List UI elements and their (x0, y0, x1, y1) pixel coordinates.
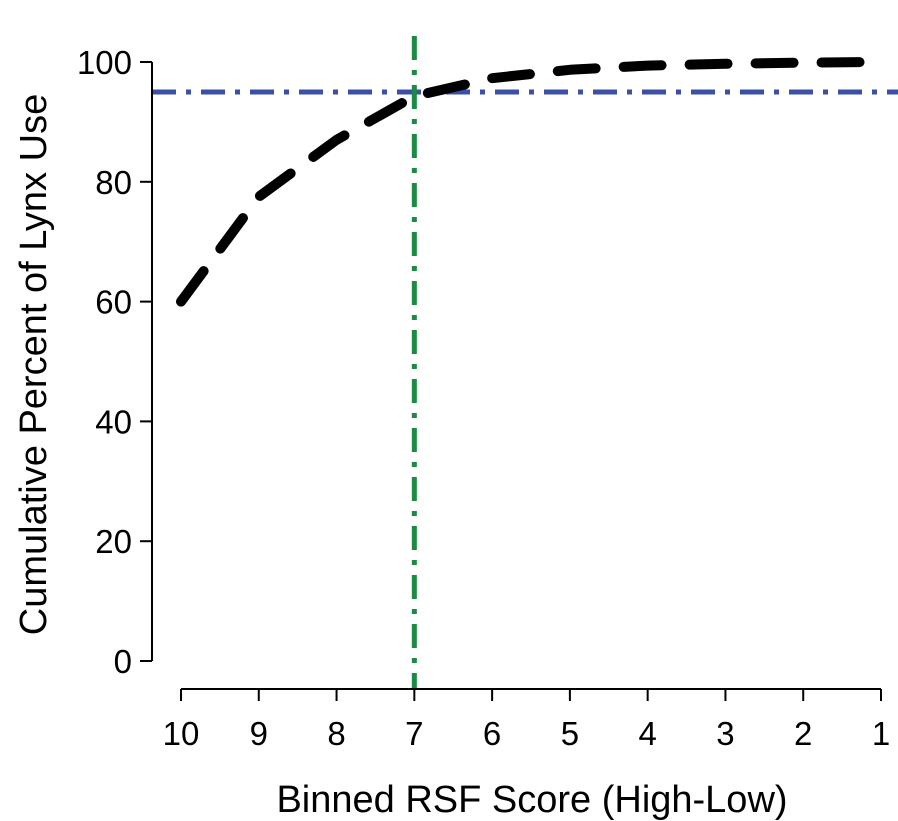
y-axis-title: Cumulative Percent of Lynx Use (13, 94, 55, 635)
y-tick-label: 0 (114, 643, 132, 680)
y-tick-label: 100 (77, 44, 132, 81)
x-tick-label: 3 (716, 715, 734, 752)
x-tick-label: 2 (794, 715, 812, 752)
x-axis-ticks: 10 9 8 7 6 5 4 3 2 1 (163, 689, 890, 752)
x-tick-label: 10 (163, 715, 200, 752)
y-tick-label: 40 (95, 403, 132, 440)
x-tick-label: 7 (405, 715, 423, 752)
x-axis-title: Binned RSF Score (High-Low) (276, 779, 787, 821)
x-tick-label: 8 (327, 715, 345, 752)
x-tick-label: 9 (250, 715, 268, 752)
y-tick-label: 60 (95, 284, 132, 321)
plot-area (152, 36, 898, 689)
series-line (176, 57, 886, 307)
x-tick-label: 5 (561, 715, 579, 752)
x-tick-label: 1 (872, 715, 890, 752)
y-tick-label: 80 (95, 164, 132, 201)
y-tick-label: 20 (95, 523, 132, 560)
y-axis-ticks: 0 20 40 60 80 100 (77, 44, 152, 680)
x-tick-label: 4 (638, 715, 656, 752)
x-tick-label: 6 (483, 715, 501, 752)
